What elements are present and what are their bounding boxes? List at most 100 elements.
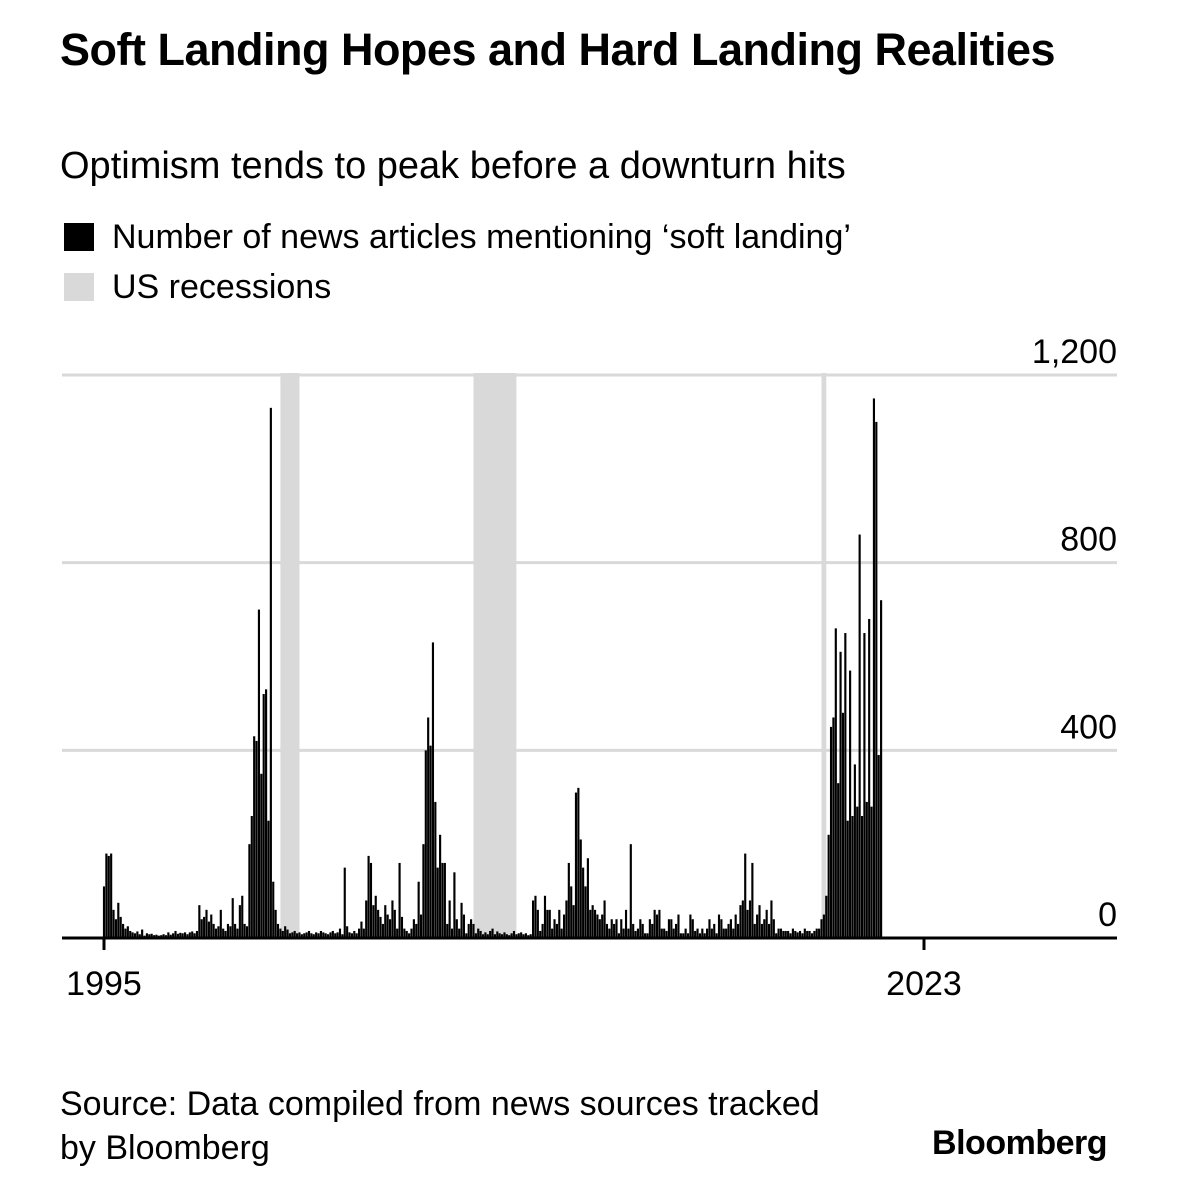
bar (344, 868, 346, 938)
bar (370, 863, 372, 938)
bar (825, 896, 827, 938)
bar (425, 750, 427, 938)
bar (553, 919, 555, 938)
bar (537, 910, 539, 938)
bar (346, 926, 348, 938)
bar (360, 922, 362, 938)
bar (861, 816, 863, 938)
bar (756, 915, 758, 938)
recession-bands (280, 373, 826, 938)
bar (837, 783, 839, 938)
bar (828, 835, 830, 938)
bar (203, 917, 205, 938)
bar (708, 919, 710, 938)
bar (615, 919, 617, 938)
bar (596, 915, 598, 938)
bar (115, 919, 117, 938)
bar (832, 717, 834, 938)
bar (677, 915, 679, 938)
bar (470, 919, 472, 938)
bar (584, 886, 586, 938)
bar (642, 924, 644, 938)
bar (718, 915, 720, 938)
bar (112, 910, 114, 938)
bar (835, 628, 837, 938)
bar (122, 924, 124, 938)
bar (205, 910, 207, 938)
brand-logo: Bloomberg (932, 1124, 1107, 1163)
bar (372, 905, 374, 938)
bar (210, 915, 212, 938)
bar (866, 802, 868, 938)
x-tick-labels: 1995 2023 (66, 965, 962, 1003)
x-tick-label: 1995 (66, 965, 142, 1003)
bar (568, 863, 570, 938)
bar (472, 924, 474, 938)
bar (265, 689, 267, 938)
bar (427, 717, 429, 938)
bar (735, 915, 737, 938)
legend-label-articles: Number of news articles mentioning ‘soft… (112, 217, 851, 257)
bar (742, 900, 744, 938)
bar (573, 905, 575, 938)
bar (737, 924, 739, 938)
bar (878, 755, 880, 938)
legend-swatch-recessions (64, 273, 94, 301)
bar (244, 924, 246, 938)
bar (582, 868, 584, 938)
bar (239, 905, 241, 938)
bar (851, 816, 853, 938)
bar (713, 924, 715, 938)
bar (587, 858, 589, 938)
bar (429, 746, 431, 938)
bar (880, 600, 882, 938)
bar (754, 924, 756, 938)
bar (739, 905, 741, 938)
bar (580, 839, 582, 938)
bar (556, 924, 558, 938)
bar (604, 900, 606, 938)
bar (108, 856, 110, 938)
legend-item-articles: Number of news articles mentioning ‘soft… (64, 212, 851, 262)
bar (432, 642, 434, 938)
bar (651, 924, 653, 938)
bar (387, 915, 389, 938)
bar (275, 910, 277, 938)
bar (842, 713, 844, 938)
bar (577, 788, 579, 938)
bar (127, 926, 129, 938)
bar (589, 910, 591, 938)
chart-title: Soft Landing Hopes and Hard Landing Real… (60, 22, 1120, 78)
legend-label-recessions: US recessions (112, 267, 331, 307)
bar (656, 915, 658, 938)
bar (856, 807, 858, 938)
bar (391, 900, 393, 938)
bar (401, 917, 403, 938)
bar (251, 816, 253, 938)
bar (625, 910, 627, 938)
bar (368, 856, 370, 938)
bar (198, 905, 200, 938)
x-tick-label: 2023 (886, 965, 962, 1003)
bar (437, 868, 439, 938)
bar (558, 910, 560, 938)
bar (632, 924, 634, 938)
bar (379, 917, 381, 938)
legend-item-recessions: US recessions (64, 262, 851, 312)
bar (849, 671, 851, 938)
legend-swatch-articles (64, 223, 94, 251)
bar (720, 919, 722, 938)
bar (384, 905, 386, 938)
bar (768, 924, 770, 938)
bar (868, 619, 870, 938)
bar (260, 774, 262, 938)
bar (549, 910, 551, 938)
bar (229, 926, 231, 938)
bar (751, 863, 753, 938)
bar (565, 900, 567, 938)
bar (692, 919, 694, 938)
bar (263, 694, 265, 938)
bar (105, 854, 107, 938)
bar (668, 919, 670, 938)
bar (763, 919, 765, 938)
